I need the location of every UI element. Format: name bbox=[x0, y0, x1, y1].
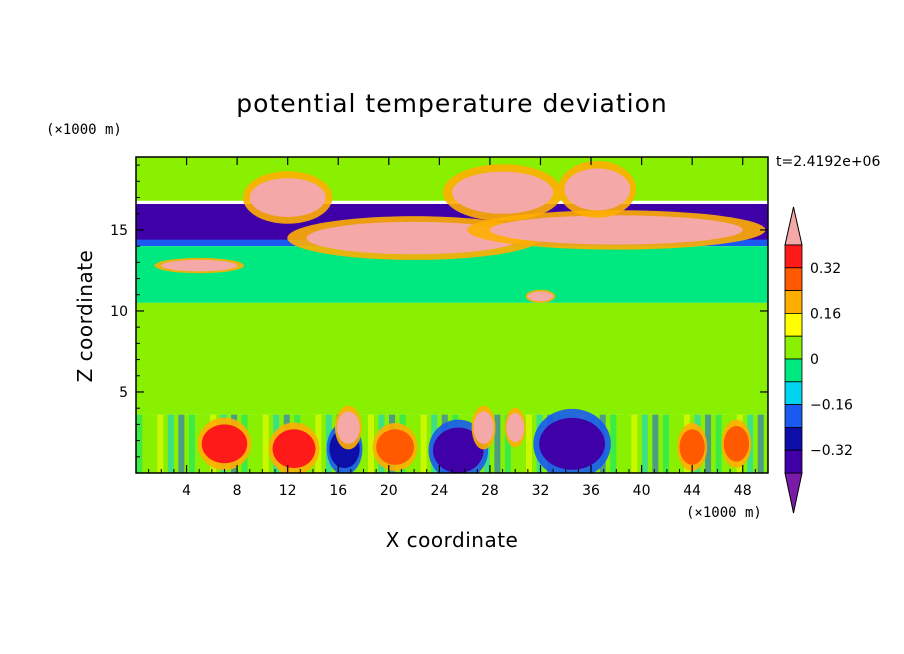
boundary-layer-cell bbox=[146, 414, 153, 473]
field-region-warm-cell-5 bbox=[723, 426, 750, 462]
x-tick-label: 28 bbox=[481, 483, 499, 499]
x-tick-label: 48 bbox=[734, 483, 752, 499]
boundary-layer-cell bbox=[757, 414, 764, 473]
field-region-cold-cell-2 bbox=[539, 417, 605, 470]
colorbar-label: 0 bbox=[810, 352, 819, 368]
x-tick-label: 8 bbox=[233, 483, 242, 499]
boundary-layer-cell bbox=[420, 414, 427, 473]
colorbar-swatch bbox=[784, 426, 803, 451]
field-blobs bbox=[154, 160, 766, 473]
x-tick-label: 20 bbox=[380, 483, 398, 499]
colorbar-swatch bbox=[784, 335, 803, 360]
boundary-layer-cell bbox=[167, 414, 174, 473]
field-region-warm-left-1 bbox=[161, 259, 238, 272]
colorbar-label: 0.16 bbox=[810, 306, 841, 322]
field-region-lower-light-green bbox=[136, 302, 768, 415]
y-axis: 5 10 15 bbox=[110, 164, 768, 458]
boundary-layer-cell bbox=[715, 414, 722, 473]
colorbar-swatch bbox=[784, 267, 803, 291]
x-tick-label: 24 bbox=[430, 483, 448, 499]
field-region-warm-cell-2 bbox=[201, 424, 248, 464]
field-region-warm-cap-3 bbox=[564, 168, 631, 211]
boundary-layer-cell bbox=[504, 414, 511, 473]
colorbar-label: 0.32 bbox=[810, 261, 841, 277]
colorbar-swatch bbox=[784, 244, 803, 269]
x-tick-label: 12 bbox=[279, 483, 297, 499]
boundary-layer-cell bbox=[188, 414, 195, 473]
boundary-layer-cell bbox=[262, 414, 269, 473]
y-tick-label: 15 bbox=[110, 223, 128, 239]
x-tick-label: 44 bbox=[683, 483, 701, 499]
x-tick-label: 4 bbox=[182, 483, 191, 499]
x-tick-label: 40 bbox=[633, 483, 651, 499]
boundary-layer-cell bbox=[252, 414, 259, 473]
field-region-warm-cell-4 bbox=[679, 429, 705, 465]
x-tick-label: 36 bbox=[582, 483, 600, 499]
time-label: t=2.4192e+06 bbox=[776, 154, 880, 170]
x-tick-label: 16 bbox=[329, 483, 347, 499]
colorbar-label: −0.16 bbox=[810, 398, 853, 414]
colorbar-swatch bbox=[784, 381, 803, 405]
x-tick-label: 32 bbox=[532, 483, 550, 499]
colorbar-swatch bbox=[784, 449, 803, 474]
boundary-layer-cell bbox=[136, 414, 143, 473]
x-unit-label: (×1000 m) bbox=[686, 505, 762, 521]
colorbar-swatch bbox=[784, 312, 803, 337]
boundary-layer-cell bbox=[526, 414, 532, 473]
plot-area bbox=[136, 157, 768, 473]
colorbar-swatch bbox=[784, 290, 803, 314]
field-region-thermal-3 bbox=[506, 413, 525, 443]
colorbar-extend-max bbox=[784, 206, 803, 246]
colorbar-swatch bbox=[784, 358, 803, 383]
boundary-layer-cell bbox=[620, 414, 627, 473]
y-tick-label: 10 bbox=[110, 304, 128, 320]
field-region-thermal-1 bbox=[336, 411, 360, 444]
field-region-warm-tongue-2 bbox=[489, 215, 743, 245]
field-region-warm-cell-3 bbox=[376, 429, 415, 465]
boundary-layer-cell bbox=[178, 414, 185, 473]
y-tick-label: 5 bbox=[119, 385, 128, 401]
boundary-layer-cell bbox=[610, 414, 617, 473]
field-region-cold-cell-1 bbox=[433, 427, 484, 473]
colorbar: 0.32 0.16 0 −0.16 −0.32 bbox=[784, 206, 853, 514]
colorbar-label: −0.32 bbox=[810, 443, 853, 459]
colorbar-extend-min bbox=[784, 472, 803, 514]
field-region-thermal-2 bbox=[473, 411, 494, 444]
field-region-warm-cap-2 bbox=[452, 171, 554, 214]
boundary-layer-cell bbox=[641, 414, 648, 473]
colorbar-swatch bbox=[784, 404, 803, 428]
boundary-layer-cell bbox=[652, 414, 659, 473]
field-region-warm-cell-1 bbox=[272, 429, 316, 469]
boundary-layer-cell bbox=[157, 414, 164, 473]
chart-title: potential temperature deviation bbox=[236, 89, 667, 118]
y-axis-title: Z coordinate bbox=[73, 250, 97, 383]
y-unit-label: (×1000 m) bbox=[46, 122, 122, 138]
field-region-warm-small bbox=[527, 291, 554, 302]
field-region-warm-cap-1 bbox=[249, 178, 326, 217]
boundary-layer-cell bbox=[631, 414, 638, 473]
boundary-layer-cell bbox=[368, 414, 374, 473]
x-axis: 4 8 12 16 20 24 28 32 36 40 44 48 bbox=[148, 157, 756, 499]
boundary-layer-cell bbox=[494, 414, 501, 473]
boundary-layer-cell bbox=[705, 414, 712, 473]
boundary-layer-cell bbox=[662, 414, 669, 473]
x-axis-title: X coordinate bbox=[386, 528, 519, 552]
boundary-layer-cell bbox=[673, 414, 680, 473]
